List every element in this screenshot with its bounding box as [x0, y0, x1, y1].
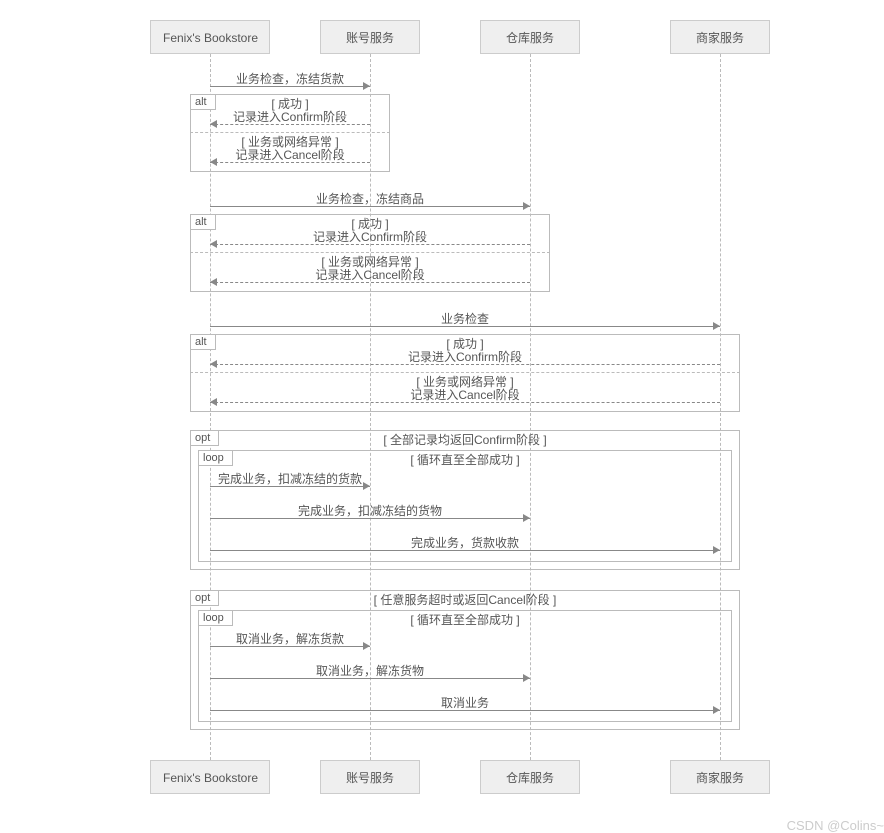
arrow-head	[363, 82, 370, 90]
arrow-head	[210, 398, 217, 406]
message-label: 记录进入Cancel阶段	[410, 386, 519, 403]
arrow-head	[210, 278, 217, 286]
arrow-head	[363, 482, 370, 490]
fragment-tag: opt	[191, 431, 219, 446]
fragment-guard: [ 循环直至全部成功 ]	[410, 451, 519, 468]
arrow-head	[713, 546, 720, 554]
message-label: 完成业务，扣减冻结的货物	[298, 502, 442, 519]
message-label: 业务检查，冻结商品	[316, 190, 424, 207]
arrow-head	[523, 674, 530, 682]
arrow-head	[713, 322, 720, 330]
fragment-guard: [ 任意服务超时或返回Cancel阶段 ]	[374, 591, 557, 608]
fragment-tag: alt	[191, 335, 216, 350]
arrow-head	[713, 706, 720, 714]
message-label: 记录进入Cancel阶段	[235, 146, 344, 163]
message-label: 记录进入Cancel阶段	[315, 266, 424, 283]
message-label: 完成业务，扣减冻结的货款	[218, 470, 362, 487]
message-label: 业务检查	[441, 310, 489, 327]
message-label: 完成业务，货款收款	[411, 534, 519, 551]
sequence-diagram: Fenix's Bookstore账号服务仓库服务商家服务Fenix's Boo…	[20, 20, 864, 795]
fragment-guard: [ 全部记录均返回Confirm阶段 ]	[383, 431, 546, 448]
arrow-head	[210, 360, 217, 368]
message-label: 取消业务，解冻货款	[236, 630, 344, 647]
participant-box: 账号服务	[320, 20, 420, 54]
fragment-tag: alt	[191, 215, 216, 230]
message-label: 记录进入Confirm阶段	[313, 228, 427, 245]
fragment-tag: loop	[199, 451, 233, 466]
fragment-tag: loop	[199, 611, 233, 626]
watermark: CSDN @Colins~	[787, 818, 884, 833]
arrow-head	[210, 240, 217, 248]
fragment-guard: [ 循环直至全部成功 ]	[410, 611, 519, 628]
participant-box: Fenix's Bookstore	[150, 20, 270, 54]
fragment-tag: alt	[191, 95, 216, 110]
arrow-head	[210, 158, 217, 166]
arrow-head	[210, 120, 217, 128]
message-label: 业务检查，冻结货款	[236, 70, 344, 87]
participant-box: 商家服务	[670, 760, 770, 794]
message-label: 记录进入Confirm阶段	[408, 348, 522, 365]
message-label: 取消业务，解冻货物	[316, 662, 424, 679]
arrow-head	[363, 642, 370, 650]
message-label: 记录进入Confirm阶段	[233, 108, 347, 125]
participant-box: 账号服务	[320, 760, 420, 794]
fragment-tag: opt	[191, 591, 219, 606]
message-label: 取消业务	[441, 694, 489, 711]
participant-box: 商家服务	[670, 20, 770, 54]
participant-box: 仓库服务	[480, 20, 580, 54]
arrow-head	[523, 514, 530, 522]
participant-box: 仓库服务	[480, 760, 580, 794]
participant-box: Fenix's Bookstore	[150, 760, 270, 794]
arrow-head	[523, 202, 530, 210]
